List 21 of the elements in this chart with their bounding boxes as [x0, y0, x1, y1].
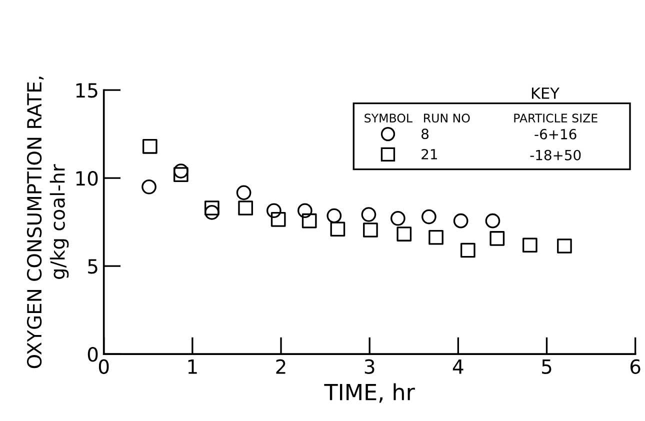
x-tick-label: 6 [630, 359, 640, 374]
y-tick-label: 15 [76, 83, 98, 98]
annotation: PARTICLE SIZE [514, 114, 598, 123]
legend-label: 21 [422, 149, 438, 160]
x-tick-label: 0 [98, 359, 109, 374]
legend-title: KEY [532, 88, 560, 99]
annotation: -6+16 [534, 128, 576, 140]
x-tick-label: 3 [364, 359, 374, 374]
x-tick-label: 2 [276, 359, 286, 374]
annotation: SYMBOL [364, 114, 412, 123]
x-tick-label: 4 [452, 360, 464, 374]
y-tick-label: 0 [88, 347, 98, 362]
y-axis-title: OXYGEN CONSUMPTION RATE, g/kg coal-hr [26, 76, 69, 368]
y-tick-label: 5 [88, 259, 98, 274]
annotation: -18+50 [530, 150, 581, 160]
legend-label: 8 [422, 128, 428, 140]
x-axis-title: TIME, hr [324, 383, 415, 403]
y-tick-label: 10 [76, 171, 98, 186]
annotation: RUN NO [424, 114, 470, 123]
x-tick-label: 1 [188, 360, 197, 374]
x-tick-label: 5 [542, 360, 552, 374]
